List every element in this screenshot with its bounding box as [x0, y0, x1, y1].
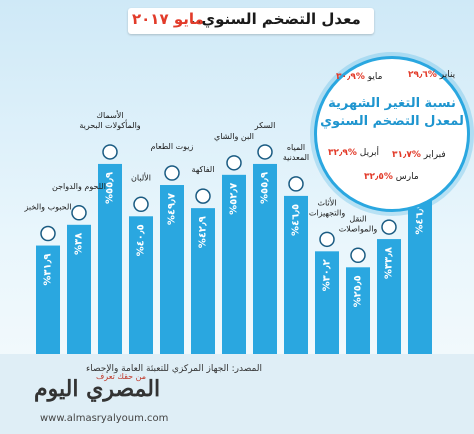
bar-13 — [408, 194, 432, 354]
fish-icon — [102, 144, 118, 160]
bar-value-label: %٥٥٫٩ — [260, 172, 271, 204]
category-label: والمأكولات البحرية — [79, 119, 140, 130]
bar-8 — [253, 163, 277, 354]
cheers-icon — [381, 219, 397, 235]
bar-7 — [222, 174, 246, 354]
bar-value-label: %٤٦٫٥ — [291, 204, 302, 236]
category-label: الأثاث — [318, 197, 337, 207]
category-label: المياه — [287, 143, 305, 152]
bar-value-label: %٥٥٫٩ — [105, 172, 116, 204]
bar-6 — [191, 208, 215, 354]
oil-icon — [164, 165, 180, 181]
page-title-date: مايو ٢٠١٧ — [132, 10, 204, 28]
page-title: معدل التضخم السنوي.. — [190, 10, 361, 28]
bar-2 — [67, 224, 91, 354]
bar-value-label: %٥٢٫٧ — [229, 183, 240, 215]
bar-10 — [315, 251, 339, 354]
bar-value-label: %٣٣٫٨ — [384, 247, 395, 279]
bar-5 — [160, 185, 184, 354]
bar-1 — [36, 245, 60, 354]
month-item-february: فبراير %٣١٫٧ — [392, 150, 446, 160]
bar-value-label: %٤٩٫٧ — [167, 193, 178, 225]
category-label: اللحوم والدواجن — [52, 182, 106, 191]
bar-value-label: %٤٦٫٩ — [415, 203, 426, 235]
bar-value-label: %٣١٫٩ — [43, 254, 54, 286]
bottle-icon — [288, 176, 304, 192]
kettle-icon — [226, 155, 242, 171]
source-note: المصدر: الجهاز المركزي للتعبئة العامة وا… — [86, 364, 262, 374]
bar-12 — [377, 239, 401, 354]
milk-icon — [133, 196, 149, 213]
month-item-april: أبريل %٣٢٫٩ — [328, 148, 380, 158]
meat-icon — [71, 205, 87, 221]
pineapple-icon — [195, 188, 211, 204]
category-label: البن والشاي — [214, 132, 254, 141]
category-label: النقل — [349, 214, 366, 223]
month-item-january: يناير %٢٩٫٦ — [408, 70, 456, 80]
category-label: المعدنية — [283, 153, 309, 162]
category-label: الألبان — [131, 172, 151, 182]
bus-icon — [350, 247, 366, 264]
month-item-may: مايو %٣٠٫٩ — [336, 72, 383, 82]
category-label: زيوت الطعام — [151, 142, 194, 151]
logo-tagline: من حقك تعرف — [96, 372, 146, 381]
bar-4 — [129, 216, 153, 354]
bar-value-label: %٤٢٫٩ — [198, 216, 209, 248]
chair-icon — [319, 231, 335, 248]
sugar-icon — [257, 144, 273, 160]
bar-value-label: %٤٠٫٥ — [136, 224, 147, 256]
month-item-march: مارس %٣٢٫٥ — [364, 172, 419, 182]
category-label: الفاكهة — [192, 165, 215, 174]
circle-title-line2: لمعدل التضخم السنوي — [320, 114, 464, 129]
category-label: السكر — [254, 121, 276, 130]
category-label: والمواصلات — [339, 224, 378, 233]
title-box — [128, 8, 374, 34]
bar-value-label: %٣٠٫٢ — [322, 259, 333, 291]
category-label: والتجهيزات — [309, 208, 346, 217]
logo-url: www.almasryalyoum.com — [40, 413, 169, 424]
bread-icon — [40, 225, 56, 242]
bar-3 — [98, 163, 122, 354]
circle-title-line1: نسبة التغير الشهرية — [328, 96, 456, 111]
category-label: الحبوب والخبز — [24, 203, 72, 212]
monthly-change-circle: نسبة التغير الشهرية لمعدل التضخم السنوي — [314, 56, 470, 212]
category-label: الأسماك — [96, 110, 123, 120]
logo: المصري اليوم — [34, 376, 161, 402]
bar-11 — [346, 267, 370, 354]
bar-value-label: %٢٥٫٥ — [353, 275, 364, 307]
bar-9 — [284, 195, 308, 354]
bar-value-label: %٣٨ — [74, 233, 85, 255]
